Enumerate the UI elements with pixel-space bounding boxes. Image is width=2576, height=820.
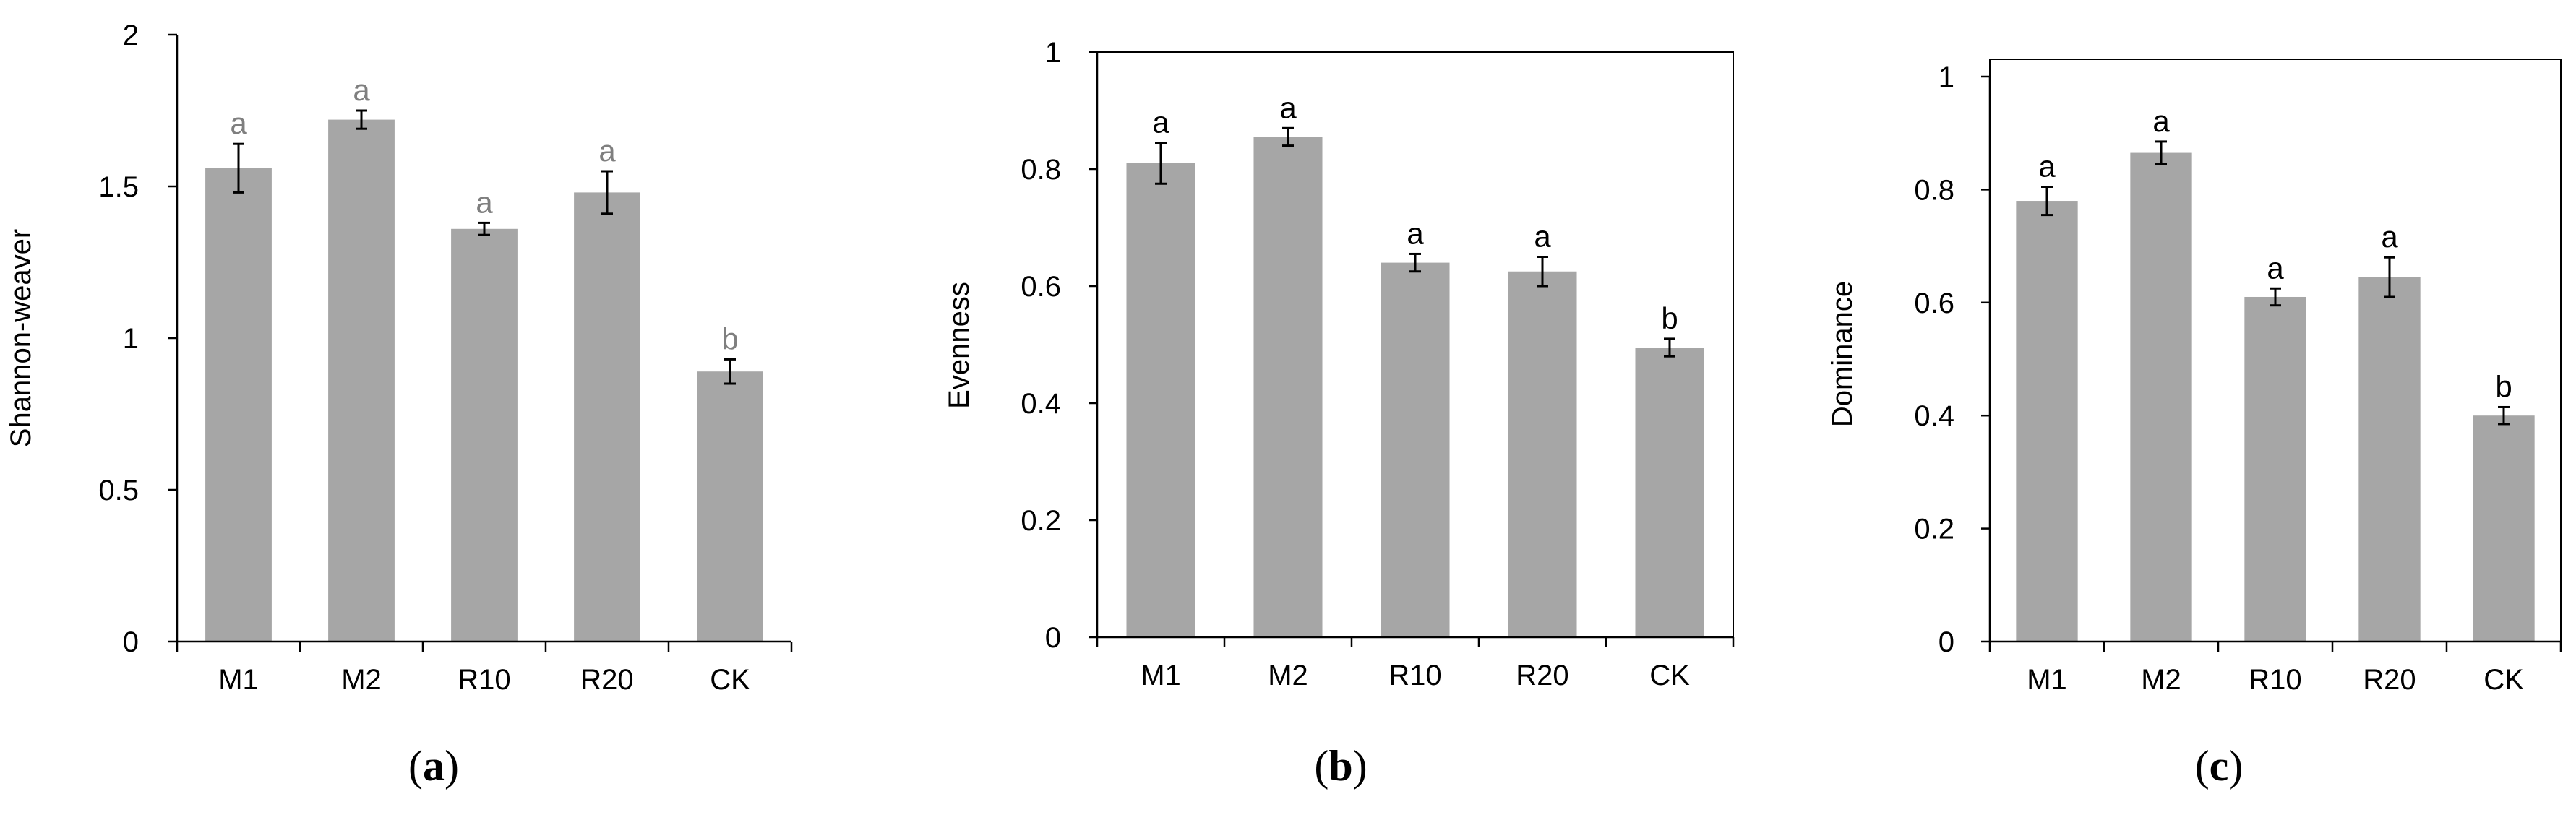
panel-label-letter: c	[2210, 742, 2229, 790]
x-tick-label: CK	[710, 664, 750, 696]
y-tick-label: 2	[123, 20, 139, 51]
significance-letter: a	[2038, 149, 2056, 183]
y-tick-label: 0.2	[1914, 514, 1954, 545]
significance-letter: a	[1534, 220, 1551, 254]
x-tick-label: M1	[1141, 660, 1181, 691]
y-axis-label: Evenness	[943, 282, 975, 409]
y-axis-label: Shannon-weaver	[5, 229, 37, 447]
bar-m1	[2016, 201, 2078, 642]
significance-letter: a	[230, 106, 247, 140]
bar-r20	[2358, 277, 2421, 642]
panel-label: (a)	[408, 742, 459, 790]
panel-label-open: (	[2195, 742, 2210, 790]
x-tick-label: R20	[1516, 660, 1568, 691]
significance-letter: a	[2267, 251, 2284, 285]
x-tick-label: M2	[2141, 664, 2181, 696]
bar-r10	[2244, 296, 2306, 642]
y-axis-label: Dominance	[1826, 281, 1858, 427]
x-tick-label: R20	[580, 664, 633, 696]
bar-r20	[1508, 271, 1577, 637]
y-tick-label: 1	[1045, 37, 1061, 69]
panel-label-open: (	[408, 742, 423, 790]
x-tick-label: R20	[2363, 664, 2416, 696]
bar-m1	[205, 168, 272, 642]
x-tick-label: M1	[2027, 664, 2067, 696]
significance-letter: a	[1152, 105, 1169, 139]
y-tick-label: 1	[123, 323, 139, 355]
panel-label-letter: a	[423, 742, 445, 790]
bar-m2	[328, 119, 395, 642]
bar-m2	[1253, 137, 1323, 637]
x-tick-label: M1	[218, 664, 259, 696]
significance-letter: a	[1407, 216, 1424, 250]
y-tick-label: 0	[1939, 626, 1954, 658]
significance-letter: a	[353, 73, 370, 107]
y-tick-label: 0.8	[1914, 174, 1954, 206]
panel-label-close: )	[445, 742, 459, 790]
bar-ck	[2473, 415, 2535, 642]
x-tick-label: M2	[341, 664, 382, 696]
y-tick-label: 0.4	[1021, 388, 1061, 420]
bar-ck	[697, 371, 763, 642]
panel-label-close: )	[2228, 742, 2243, 790]
panel-label-open: (	[1314, 742, 1328, 790]
significance-letter: b	[1661, 301, 1678, 335]
significance-letter: a	[1279, 90, 1297, 124]
x-tick-label: R10	[2249, 664, 2301, 696]
bar-r20	[574, 192, 640, 642]
panel-label: (c)	[2195, 742, 2244, 790]
bar-ck	[1635, 348, 1704, 637]
y-tick-label: 0.2	[1021, 505, 1061, 537]
x-tick-label: R10	[1388, 660, 1441, 691]
y-tick-label: 1	[1939, 61, 1954, 93]
significance-letter: b	[721, 321, 738, 355]
y-tick-label: 0	[1045, 622, 1061, 654]
y-tick-label: 1.5	[98, 171, 139, 203]
significance-letter: a	[476, 185, 493, 219]
significance-letter: a	[2381, 220, 2398, 254]
panel-label-letter: b	[1328, 742, 1352, 790]
y-tick-label: 0.6	[1914, 288, 1954, 319]
bar-m1	[1126, 163, 1195, 637]
y-tick-label: 0.6	[1021, 271, 1061, 303]
y-tick-label: 0	[123, 626, 139, 658]
panel-c: 0 0.2 0.4 0.6 0.8 1 Dominance a M1 a M2 a R10 a R20 b CK…	[1826, 59, 2562, 790]
panel-label: (b)	[1314, 742, 1367, 790]
x-tick-label: R10	[458, 664, 510, 696]
x-tick-label: CK	[1649, 660, 1690, 691]
x-tick-label: CK	[2483, 664, 2524, 696]
x-tick-label: M2	[1268, 660, 1308, 691]
y-tick-label: 0.4	[1914, 400, 1954, 432]
y-tick-label: 0.8	[1021, 154, 1061, 186]
bar-r10	[451, 228, 518, 642]
significance-letter: a	[2152, 104, 2170, 138]
panel-a: 0 0.5 1 1.5 2 Shannon-weaver a M1 a M2 a R10 a R20 b CK…	[5, 20, 793, 790]
panel-label-close: )	[1353, 742, 1368, 790]
significance-letter: b	[2495, 369, 2512, 403]
significance-letter: a	[598, 134, 616, 168]
panel-b: 0 0.2 0.4 0.6 0.8 1 Evenness a M1 a M2 a R10 a R20 b CK (…	[943, 37, 1735, 790]
bar-r10	[1381, 262, 1450, 638]
y-tick-label: 0.5	[98, 475, 139, 506]
bar-m2	[2130, 152, 2192, 642]
